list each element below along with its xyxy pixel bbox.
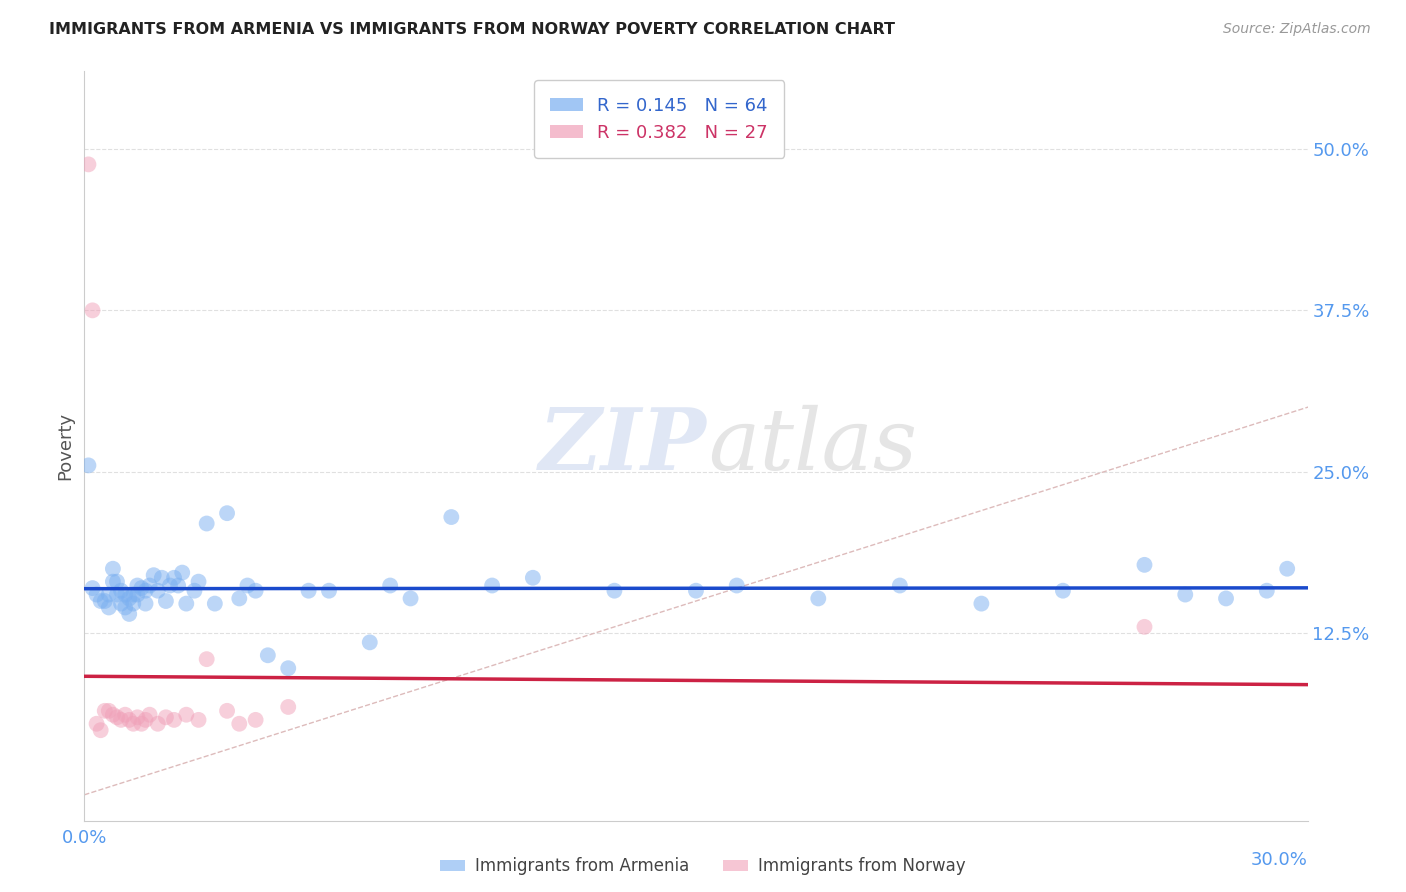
Point [1133,620,1156,634]
Point [105,588,128,602]
Point [970,597,993,611]
Point [138,707,160,722]
Point [277,700,299,714]
Point [298,583,321,598]
Point [204,597,226,611]
Point [105,710,128,724]
Point [142,568,165,582]
Point [277,661,299,675]
Point [138,578,160,592]
Point [187,713,209,727]
Point [101,562,124,576]
Point [380,578,402,592]
Point [257,648,280,663]
Point [155,594,177,608]
Point [236,578,259,592]
Point [110,583,132,598]
Point [110,713,132,727]
Point [114,707,136,722]
Point [97,588,120,602]
Point [318,583,340,598]
Point [146,583,169,598]
Point [101,707,124,722]
Point [195,652,218,666]
Text: ZIP: ZIP [538,404,706,488]
Legend: Immigrants from Armenia, Immigrants from Norway: Immigrants from Armenia, Immigrants from… [432,849,974,884]
Point [122,597,145,611]
Point [90,594,112,608]
Point [172,566,194,580]
Point [1277,562,1299,576]
Point [82,581,104,595]
Point [725,578,748,592]
Point [174,707,197,722]
Point [131,716,153,731]
Point [807,591,830,606]
Point [135,713,157,727]
Text: Source: ZipAtlas.com: Source: ZipAtlas.com [1223,22,1371,37]
Point [167,578,190,592]
Point [174,597,197,611]
Point [163,571,186,585]
Point [127,578,149,592]
Point [228,591,250,606]
Point [1215,591,1237,606]
Point [97,600,120,615]
Text: 30.0%: 30.0% [1251,851,1308,869]
Point [131,581,153,595]
Point [118,591,141,606]
Point [228,716,250,731]
Point [522,571,544,585]
Point [245,713,267,727]
Text: IMMIGRANTS FROM ARMENIA VS IMMIGRANTS FROM NORWAY POVERTY CORRELATION CHART: IMMIGRANTS FROM ARMENIA VS IMMIGRANTS FR… [49,22,896,37]
Point [1174,588,1197,602]
Point [135,583,157,598]
Point [245,583,267,598]
Point [1052,583,1074,598]
Point [603,583,626,598]
Y-axis label: Poverty: Poverty [56,412,75,480]
Point [187,574,209,589]
Point [1133,558,1156,572]
Point [114,588,136,602]
Point [217,704,239,718]
Point [150,571,173,585]
Point [217,506,239,520]
Point [440,510,463,524]
Point [90,723,112,738]
Point [82,303,104,318]
Point [399,591,422,606]
Point [122,588,145,602]
Point [122,716,145,731]
Point [135,597,157,611]
Point [159,578,181,592]
Point [127,710,149,724]
Point [127,588,149,602]
Point [93,704,115,718]
Point [93,594,115,608]
Point [685,583,707,598]
Point [183,583,205,598]
Point [195,516,218,531]
Point [481,578,503,592]
Point [146,716,169,731]
Point [118,713,141,727]
Point [86,716,108,731]
Point [118,607,141,621]
Text: atlas: atlas [707,405,917,487]
Point [77,157,100,171]
Point [155,710,177,724]
Point [77,458,100,473]
Point [110,597,132,611]
Point [97,704,120,718]
Point [1256,583,1278,598]
Point [86,588,108,602]
Point [101,574,124,589]
Point [105,574,128,589]
Point [114,600,136,615]
Point [889,578,911,592]
Point [359,635,381,649]
Point [163,713,186,727]
Legend: R = 0.145   N = 64, R = 0.382   N = 27: R = 0.145 N = 64, R = 0.382 N = 27 [534,80,785,158]
